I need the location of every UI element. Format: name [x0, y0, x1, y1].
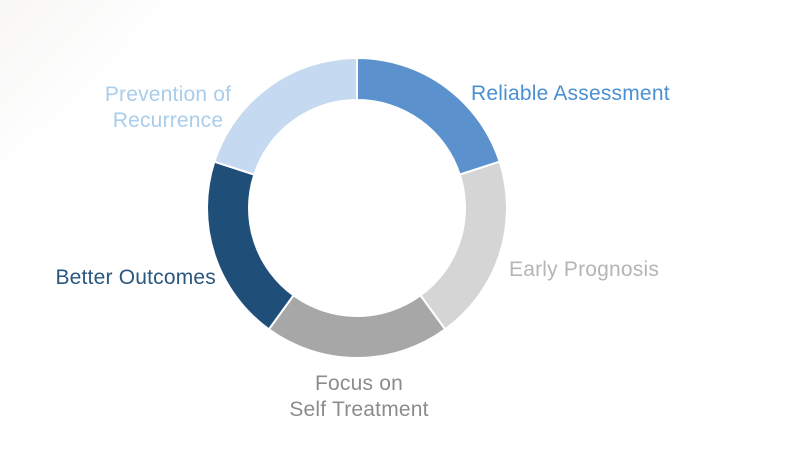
donut-segment-prevention-of-recurrence [213, 56, 358, 176]
donut-segment-better-outcomes [206, 160, 295, 331]
donut-segment-focus-on-self-treatment [267, 293, 447, 359]
label-early-prognosis: Early Prognosis [509, 258, 660, 281]
label-reliable-assessment: Reliable Assessment [471, 82, 670, 105]
label-focus-on-self-treatment: Focus on Self Treatment [289, 372, 429, 421]
donut-segment-early-prognosis [419, 160, 508, 331]
label-better-outcomes: Better Outcomes [55, 266, 216, 289]
label-prevention-of-recurrence: Prevention of Recurrence [104, 83, 232, 132]
donut-segment-reliable-assessment [356, 56, 501, 176]
